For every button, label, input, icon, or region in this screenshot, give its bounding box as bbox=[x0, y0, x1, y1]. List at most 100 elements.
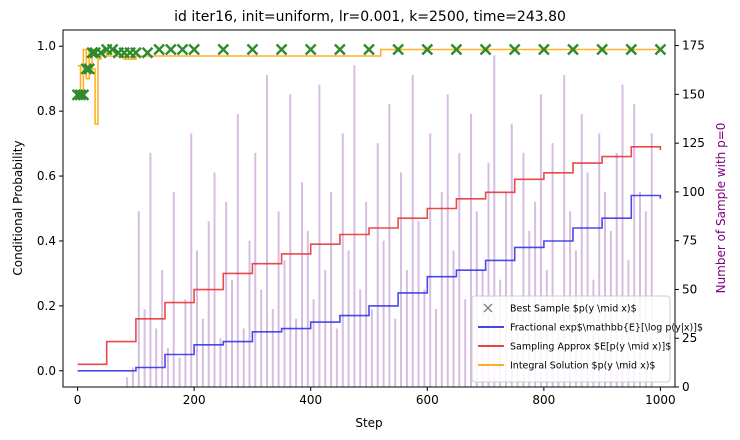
best-sample-marker bbox=[80, 63, 93, 75]
bar-p0-count bbox=[470, 113, 472, 388]
best-sample-marker bbox=[83, 63, 96, 75]
bar-p0-count bbox=[201, 318, 204, 387]
best-sample-marker bbox=[153, 43, 166, 56]
x-tick-label: 800 bbox=[532, 393, 555, 407]
bar-p0-count bbox=[417, 221, 420, 387]
bar-p0-count bbox=[563, 74, 566, 388]
bar-p0-count bbox=[382, 240, 385, 387]
y2-tick-label: 100 bbox=[682, 185, 705, 199]
bar-p0-count bbox=[429, 133, 432, 387]
series-line-0 bbox=[77, 194, 662, 372]
bar-p0-count bbox=[394, 318, 397, 387]
best-sample-marker bbox=[275, 43, 288, 56]
bar-p0-count bbox=[143, 309, 146, 387]
y2-tick-label: 175 bbox=[682, 39, 705, 53]
x-tick-label: 0 bbox=[74, 393, 82, 407]
bar-p0-count bbox=[493, 55, 496, 388]
bar-p0-count bbox=[650, 133, 653, 387]
bar-p0-count bbox=[639, 191, 641, 387]
bar-p0-count bbox=[266, 74, 268, 388]
bar-p0-count bbox=[306, 230, 309, 387]
bar-p0-count bbox=[213, 172, 216, 387]
x-tick-label: 1000 bbox=[645, 393, 676, 407]
best-sample-marker bbox=[246, 43, 259, 56]
legend-label: Integral Solution $p(y \mid x)$ bbox=[510, 361, 655, 372]
y2-tick-label: 25 bbox=[682, 331, 697, 345]
best-sample-marker bbox=[176, 43, 189, 56]
bar-p0-count bbox=[621, 84, 624, 387]
legend-label: Sampling Approx $E[p(y \mid x)]$ bbox=[510, 342, 671, 353]
bar-p0-count bbox=[487, 162, 490, 387]
series-layer bbox=[77, 48, 662, 372]
bar-p0-count bbox=[289, 94, 292, 388]
best-sample-marker bbox=[334, 43, 346, 56]
best-sample-marker bbox=[188, 43, 200, 56]
y-tick-label: 0.4 bbox=[37, 234, 56, 248]
bar-p0-count bbox=[388, 104, 391, 387]
legend: Best Sample $p(y \mid x)$ Fractional exp$… bbox=[471, 295, 703, 383]
y2-tick-label: 150 bbox=[682, 87, 705, 101]
bar-p0-count bbox=[510, 123, 513, 387]
plot-frame bbox=[62, 29, 676, 388]
bar-p0-count bbox=[405, 270, 408, 387]
bar-p0-count bbox=[131, 367, 134, 387]
bar-p0-count bbox=[225, 201, 228, 387]
y-tick-label: 0.6 bbox=[37, 169, 56, 183]
bar-p0-count bbox=[207, 221, 210, 387]
y2-axis-label: Number of Sample with p=0 bbox=[714, 123, 728, 294]
bar-p0-count bbox=[411, 74, 414, 388]
bar-p0-count bbox=[353, 65, 356, 387]
best-sample-marker bbox=[95, 46, 107, 59]
best-sample-marker bbox=[77, 89, 90, 101]
legend-entry: Fractional exp$\mathbb{E}[\log p(y|x)]$ bbox=[478, 323, 703, 334]
bar-p0-count bbox=[359, 289, 362, 387]
bar-p0-count bbox=[295, 318, 298, 387]
y-tick-label: 1.0 bbox=[37, 39, 56, 53]
bar-p0-count bbox=[423, 289, 426, 387]
best-sample-marker bbox=[450, 43, 463, 56]
bar-p0-count bbox=[370, 309, 373, 387]
best-sample-marker bbox=[392, 43, 404, 56]
bar-p0-count bbox=[551, 143, 554, 387]
y2-tick-label: 50 bbox=[682, 282, 697, 296]
chart-title: id iter16, init=uniform, lr=0.001, k=250… bbox=[174, 9, 566, 25]
best-sample-marker bbox=[304, 43, 317, 56]
series-line-2 bbox=[77, 48, 661, 125]
bar-p0-count bbox=[633, 104, 636, 387]
best-sample-marker bbox=[596, 43, 608, 56]
series-line-1 bbox=[77, 146, 662, 366]
bar-p0-count bbox=[452, 250, 455, 387]
legend-entry: Sampling Approx $E[p(y \mid x)]$ bbox=[478, 342, 671, 353]
bar-p0-count bbox=[505, 191, 507, 387]
bar-p0-count bbox=[615, 152, 618, 387]
bar-p0-count bbox=[161, 270, 164, 387]
bar-p0-count bbox=[301, 182, 303, 387]
best-sample-marker bbox=[567, 43, 579, 56]
bar-p0-count bbox=[335, 328, 338, 387]
best-sample-marker bbox=[538, 43, 550, 56]
legend-entry: Integral Solution $p(y \mid x)$ bbox=[478, 361, 655, 372]
best-sample-marker bbox=[363, 43, 375, 56]
bar-p0-count bbox=[522, 152, 525, 387]
bar-p0-count bbox=[271, 309, 274, 387]
bar-p0-count bbox=[464, 299, 467, 387]
best-sample-marker bbox=[86, 46, 98, 59]
bar-p0-count bbox=[190, 133, 193, 387]
axes-layer: 0 200 400 600 800 1000 0.0 0.2 0.4 0.6 0.8 1.0 0 25 50… bbox=[37, 39, 705, 407]
bar-p0-count bbox=[172, 191, 175, 387]
y2-tick-label: 125 bbox=[682, 136, 705, 150]
bar-p0-count bbox=[446, 94, 449, 388]
bar-p0-count bbox=[126, 377, 129, 387]
bar-p0-count bbox=[254, 152, 257, 387]
bar-p0-count bbox=[242, 328, 245, 387]
y2-tick-label: 75 bbox=[682, 234, 697, 248]
best-sample-marker bbox=[130, 46, 142, 59]
bar-p0-count bbox=[219, 338, 222, 387]
bar-p0-count bbox=[365, 201, 368, 387]
best-sample-marker bbox=[74, 89, 87, 101]
legend-entry: Best Sample $p(y \mid x)$ bbox=[483, 304, 637, 315]
bar-p0-count bbox=[196, 250, 198, 387]
legend-label: Best Sample $p(y \mid x)$ bbox=[510, 304, 637, 315]
y-axis-label: Conditional Probability bbox=[11, 140, 25, 275]
